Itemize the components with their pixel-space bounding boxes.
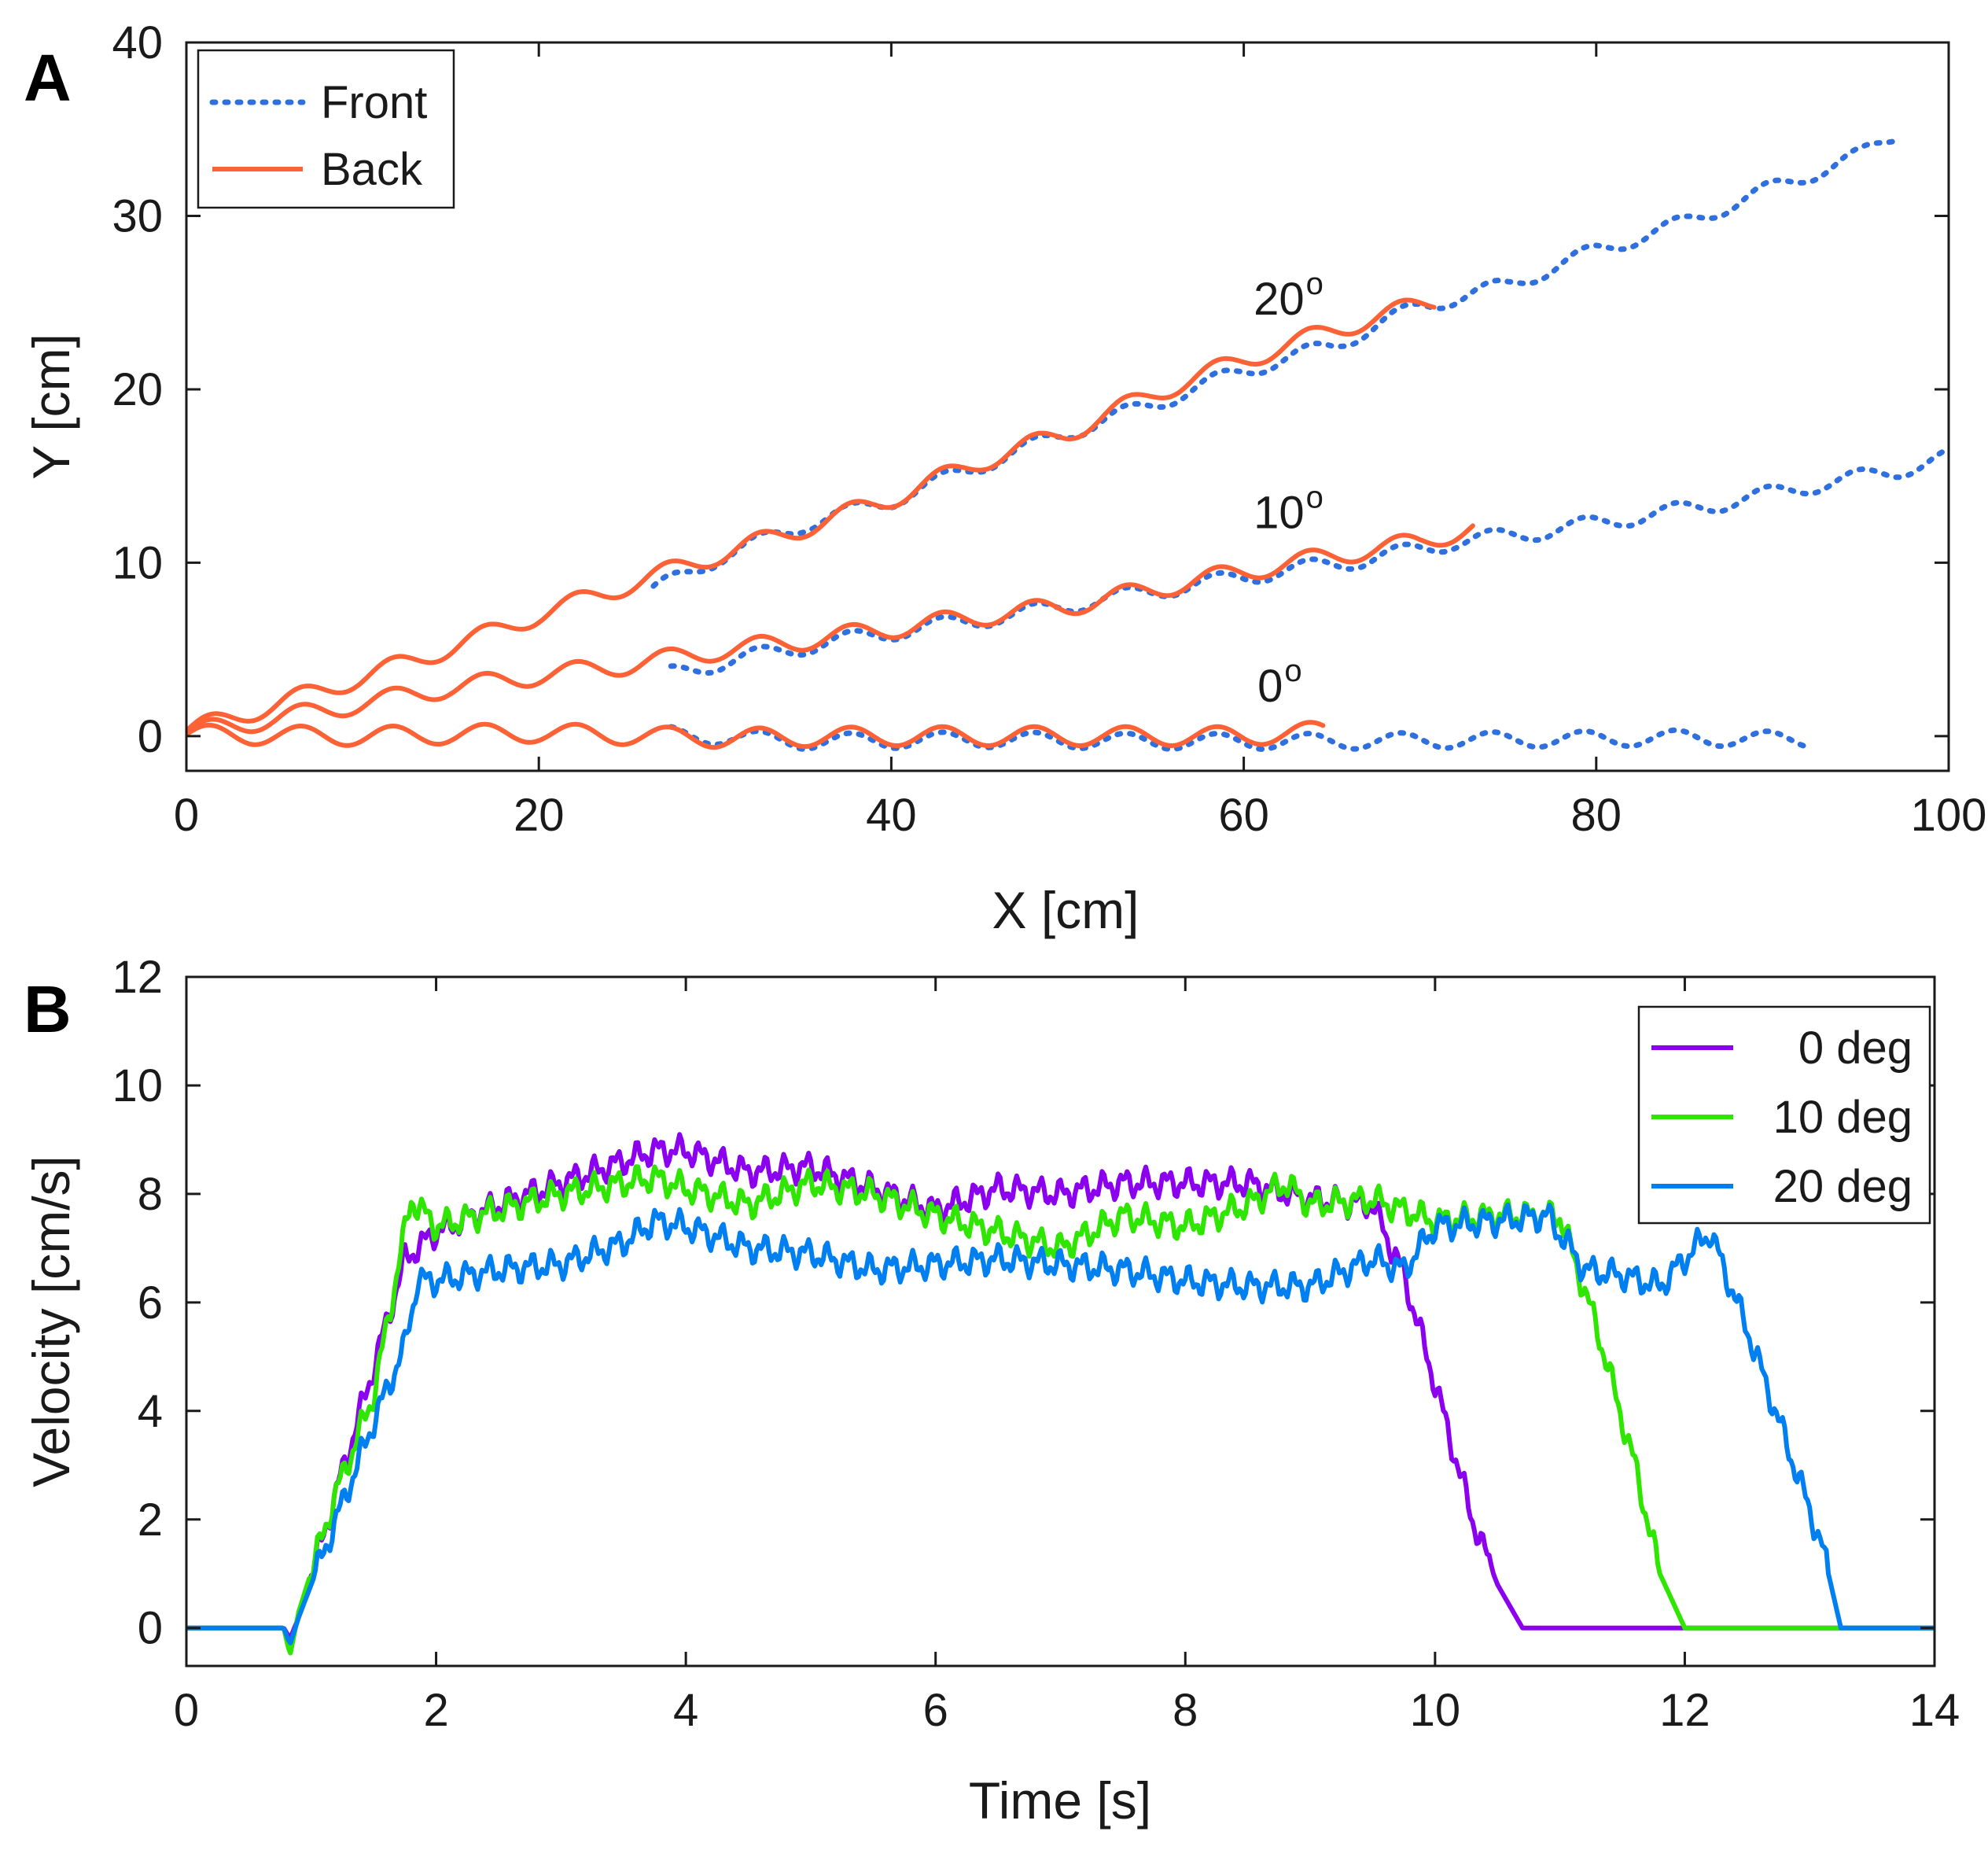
degree-superscript: o [1284, 654, 1301, 688]
y-tick-label: 2 [138, 1494, 163, 1546]
series-line-10-deg [186, 1164, 1935, 1656]
x-tick-label: 40 [866, 790, 917, 841]
series-line-back-0 [186, 720, 1326, 750]
legend: 0 deg 10 deg 20 deg [1637, 1005, 1931, 1225]
legend-label: Back [321, 144, 423, 195]
y-axis-label: Y [cm] [22, 334, 80, 480]
y-tick-label: 0 [138, 711, 163, 762]
x-axis-label: Time [s] [969, 1771, 1151, 1830]
x-tick-label: 10 [1410, 1685, 1461, 1736]
series-group [186, 1132, 1935, 1656]
y-tick-label: 20 [112, 364, 163, 415]
legend-label: 10 deg [1773, 1092, 1913, 1143]
angle-annotation: 0 [1257, 661, 1283, 712]
y-tick-label: 40 [112, 17, 163, 68]
panel-letter: B [24, 972, 72, 1046]
y-tick-label: 4 [138, 1386, 163, 1437]
x-tick-label: 8 [1173, 1685, 1198, 1736]
legend-box [197, 49, 455, 209]
y-tick-label: 6 [138, 1277, 163, 1329]
series-line-front-0 [668, 724, 1811, 752]
x-tick-label: 60 [1218, 790, 1269, 841]
series-group [186, 138, 1949, 752]
legend-label: 0 deg [1798, 1023, 1913, 1074]
angle-annotation: 10 [1254, 487, 1305, 538]
degree-superscript: o [1306, 267, 1323, 301]
legend-label: Front [321, 77, 427, 128]
y-tick-label: 8 [138, 1169, 163, 1220]
x-tick-label: 2 [423, 1685, 448, 1736]
plot-frame [185, 41, 1950, 772]
angle-annotation: 20 [1254, 274, 1305, 325]
y-tick-label: 10 [112, 1060, 163, 1111]
x-tick-label: 20 [514, 790, 565, 841]
x-tick-label: 100 [1911, 790, 1987, 841]
series-line-back-10 [186, 523, 1475, 735]
degree-superscript: o [1306, 480, 1323, 514]
y-axis-label: Velocity [cm/s] [22, 1155, 80, 1487]
plot-frame [185, 975, 1936, 1668]
x-tick-label: 0 [174, 1685, 199, 1736]
x-tick-label: 12 [1659, 1685, 1710, 1736]
series-line-front-10 [668, 446, 1949, 676]
y-tick-label: 30 [112, 190, 163, 241]
x-tick-label: 0 [174, 790, 199, 841]
x-tick-label: 6 [923, 1685, 948, 1736]
y-tick-label: 10 [112, 537, 163, 588]
x-tick-label: 14 [1909, 1685, 1960, 1736]
x-tick-label: 80 [1571, 790, 1622, 841]
panel-b: B 0 2 4 6 8 10 12 14 0 2 4 6 8 10 12 Time [s] Velocity [c… [22, 952, 1960, 1830]
legend: Front Back [197, 49, 455, 209]
series-line-back-20 [186, 297, 1437, 734]
x-tick-label: 4 [673, 1685, 698, 1736]
panel-letter: A [24, 41, 72, 115]
series-line-front-20 [650, 138, 1899, 589]
y-tick-label: 0 [138, 1603, 163, 1654]
legend-label: 20 deg [1773, 1161, 1913, 1212]
y-tick-label: 12 [112, 952, 163, 1003]
series-line-20-deg [186, 1202, 1935, 1645]
x-axis-label: X [cm] [992, 881, 1139, 939]
